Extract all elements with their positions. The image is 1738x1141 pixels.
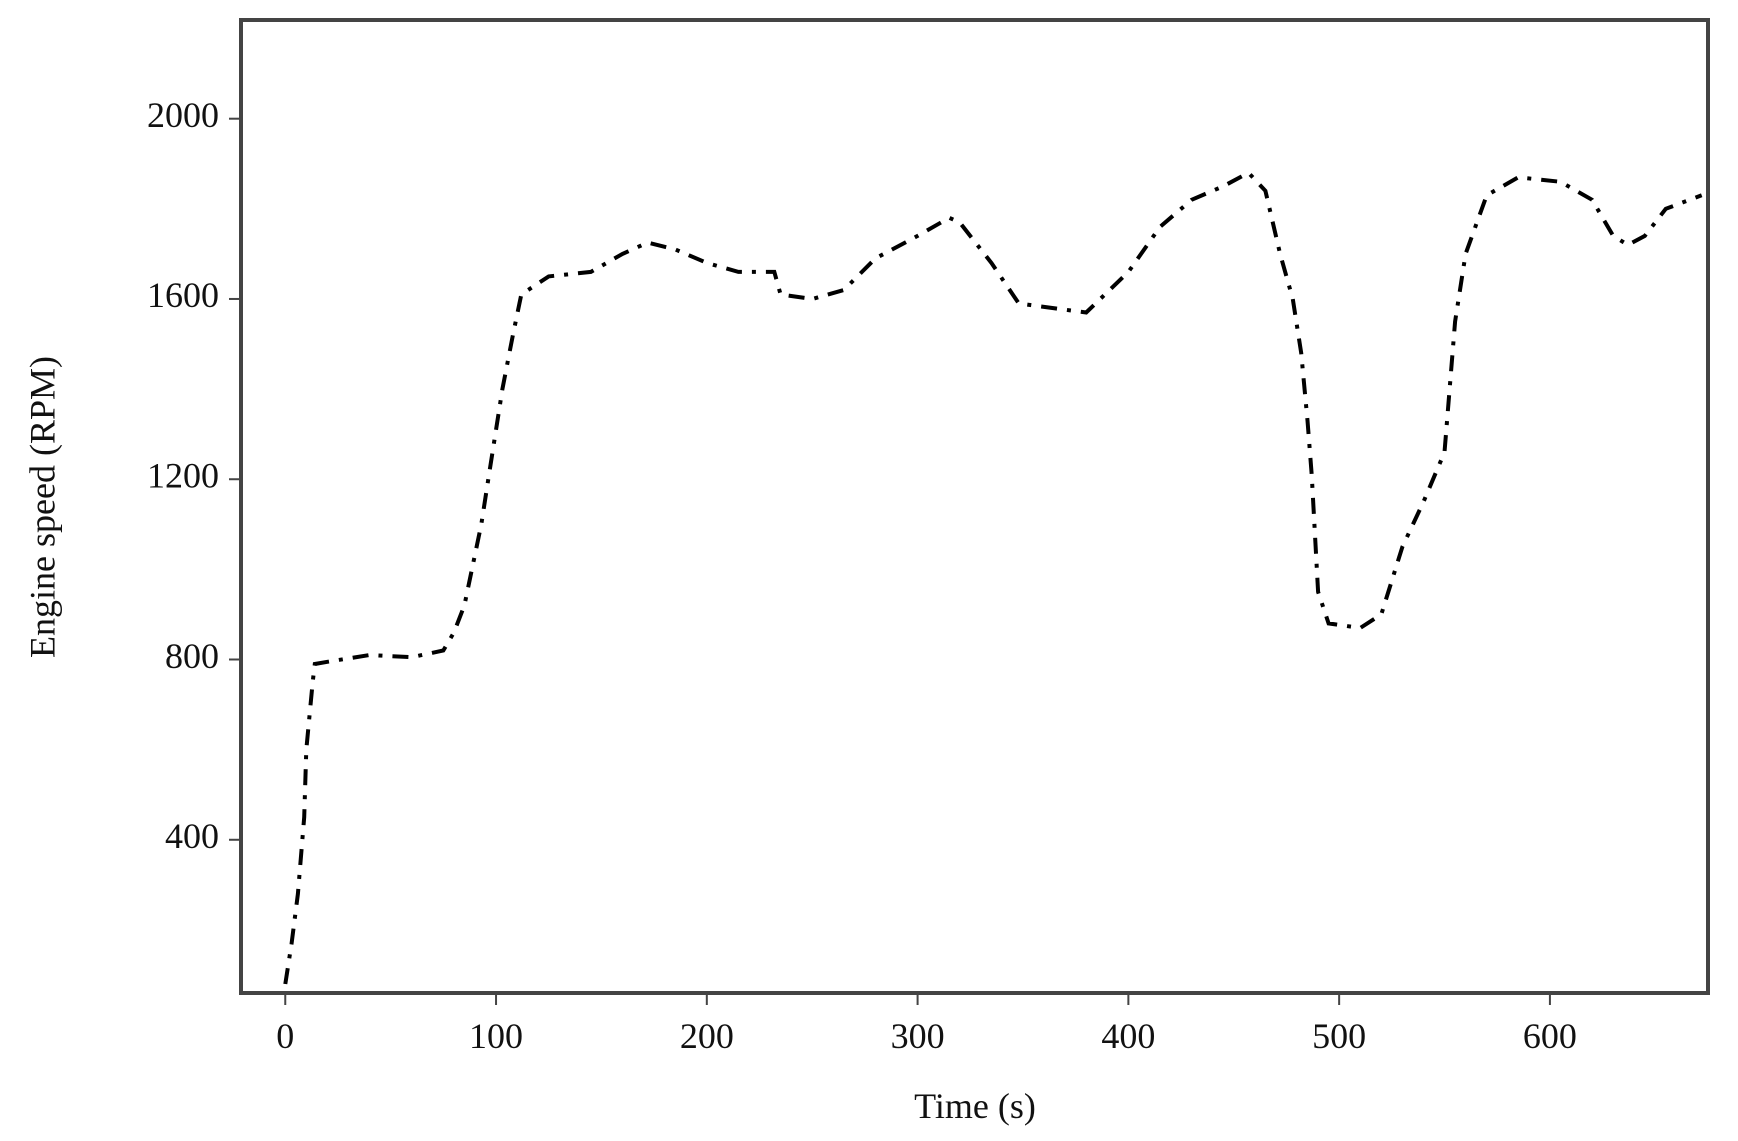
y-axis-label: Engine speed (RPM)	[22, 356, 62, 658]
y-tick-label: 1600	[147, 275, 219, 315]
x-axis-label: Time (s)	[914, 1086, 1036, 1126]
y-tick-label: 1200	[147, 456, 219, 496]
x-tick-label: 300	[891, 1016, 945, 1056]
x-tick-label: 0	[276, 1016, 294, 1056]
data-line	[283, 170, 1703, 985]
x-tick-label: 500	[1312, 1016, 1366, 1056]
y-tick-label: 400	[165, 816, 219, 856]
x-tick-label: 200	[680, 1016, 734, 1056]
plot-frame	[239, 18, 1710, 995]
x-tick-label: 600	[1523, 1016, 1577, 1056]
x-tick-label: 400	[1101, 1016, 1155, 1056]
x-tick-label: 100	[469, 1016, 523, 1056]
y-tick-label: 2000	[147, 95, 219, 135]
y-tick-label: 800	[165, 636, 219, 676]
